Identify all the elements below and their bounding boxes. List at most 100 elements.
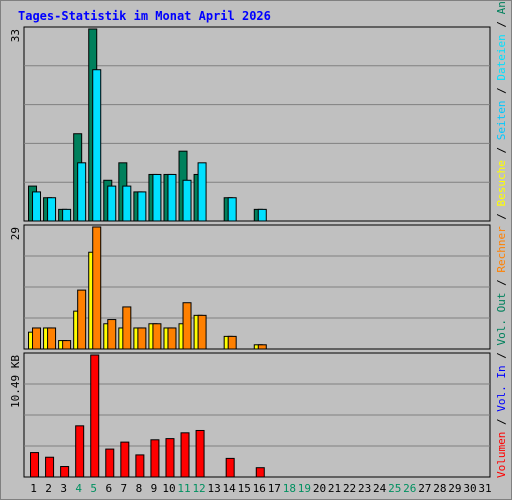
x-tick-label-day-2: 2 xyxy=(45,482,52,495)
legend-separator: / xyxy=(495,206,508,226)
bar-dateien-day-5 xyxy=(92,69,102,222)
x-tick-label-day-29: 29 xyxy=(448,482,461,495)
x-axis: 1 2 3 4 5 6 7 8 9 10 11 12 13 14 15 16 17 18 19 20 21 22 23 24 2… xyxy=(30,482,491,495)
bar-volumen-day-1 xyxy=(30,452,40,478)
bar-rechner-day-16 xyxy=(257,344,267,350)
x-tick-label-day-18: 18 xyxy=(283,482,296,495)
bar-volumen-day-4 xyxy=(75,425,85,478)
x-tick-label-day-8: 8 xyxy=(136,482,143,495)
x-tick-label-day-21: 21 xyxy=(328,482,341,495)
bar-dateien-day-10 xyxy=(167,173,177,222)
bar-rechner-day-1 xyxy=(32,327,42,350)
legend-item-volin: Vol. In xyxy=(495,365,508,411)
legend-item-besuche: Besuche xyxy=(495,160,508,206)
bar-volumen-day-8 xyxy=(135,454,145,478)
bar-rechner-day-8 xyxy=(137,327,147,350)
legend-text: Volumen / Vol. In / Vol. Out / Rechner /… xyxy=(495,0,508,478)
bar-dateien-day-3 xyxy=(62,208,72,222)
chart-panels: 33 29 10.49 KB xyxy=(9,26,491,478)
x-tick-label-day-20: 20 xyxy=(313,482,326,495)
x-tick-label-day-19: 19 xyxy=(298,482,311,495)
x-tick-label-day-4: 4 xyxy=(75,482,82,495)
bar-dateien-day-7 xyxy=(122,185,132,222)
bar-rechner-day-14 xyxy=(227,335,237,350)
bar-dateien-day-1 xyxy=(32,191,42,222)
x-tick-label-day-13: 13 xyxy=(208,482,221,495)
legend-separator: / xyxy=(495,81,508,101)
bar-dateien-day-9 xyxy=(152,173,162,222)
legend-item-rechner: Rechner xyxy=(495,226,508,273)
bar-rechner-day-6 xyxy=(107,319,117,350)
bar-volumen-day-14 xyxy=(225,457,235,478)
panel-hits: 33 xyxy=(9,26,491,222)
x-tick-label-day-28: 28 xyxy=(433,482,446,495)
bar-rechner-day-3 xyxy=(62,340,72,350)
x-tick-label-day-30: 30 xyxy=(463,482,476,495)
bar-rechner-day-9 xyxy=(152,323,162,350)
x-tick-label-day-9: 9 xyxy=(151,482,158,495)
x-tick-label-day-7: 7 xyxy=(121,482,128,495)
legend-item-volout: Vol. Out xyxy=(495,293,508,346)
x-tick-label-day-22: 22 xyxy=(343,482,356,495)
right-legend: Volumen / Vol. In / Vol. Out / Rechner /… xyxy=(495,0,508,478)
bar-volumen-day-10 xyxy=(165,438,175,478)
x-tick-label-day-1: 1 xyxy=(30,482,37,495)
x-tick-label-day-12: 12 xyxy=(192,482,205,495)
bar-volumen-day-12 xyxy=(195,429,205,478)
panel-volume: 10.49 KB xyxy=(9,352,491,478)
x-tick-label-day-23: 23 xyxy=(358,482,371,495)
chart-title: Tages-Statistik im Monat April 2026 xyxy=(18,9,271,23)
bar-rechner-day-7 xyxy=(122,306,132,350)
legend-item-dateien: Dateien xyxy=(495,34,508,80)
legend-item-anfragen: Anfragen xyxy=(495,0,508,14)
bar-volumen-day-9 xyxy=(150,439,160,478)
bar-rechner-day-4 xyxy=(77,289,87,350)
legend-separator: / xyxy=(495,14,508,34)
bar-volumen-day-2 xyxy=(45,456,55,478)
x-tick-label-day-11: 11 xyxy=(177,482,190,495)
bar-volumen-day-7 xyxy=(120,441,130,478)
x-tick-label-day-10: 10 xyxy=(162,482,175,495)
bar-dateien-day-12 xyxy=(197,162,207,222)
bar-volumen-day-5 xyxy=(90,354,100,478)
legend-item-volumen: Volumen xyxy=(495,432,508,478)
y-max-label-hits: 33 xyxy=(9,29,22,42)
x-tick-label-day-16: 16 xyxy=(253,482,266,495)
x-tick-label-day-27: 27 xyxy=(418,482,431,495)
x-tick-label-day-25: 25 xyxy=(388,482,401,495)
bar-volumen-day-11 xyxy=(180,432,190,478)
legend-separator: / xyxy=(495,412,508,432)
legend-item-seiten: Seiten xyxy=(495,100,508,140)
bar-dateien-day-16 xyxy=(257,208,267,222)
bar-dateien-day-14 xyxy=(227,197,237,222)
bar-dateien-day-6 xyxy=(107,185,117,222)
bar-volumen-day-3 xyxy=(60,466,70,478)
legend-separator: / xyxy=(495,346,508,366)
x-tick-label-day-31: 31 xyxy=(478,482,491,495)
bar-dateien-day-2 xyxy=(47,197,57,222)
bar-dateien-day-11 xyxy=(182,179,192,222)
x-tick-label-day-14: 14 xyxy=(223,482,237,495)
y-max-label-visits: 29 xyxy=(9,227,22,240)
x-tick-label-day-24: 24 xyxy=(373,482,387,495)
panel-visits: 29 xyxy=(9,224,491,350)
bar-volumen-day-16 xyxy=(255,467,265,478)
x-tick-label-day-5: 5 xyxy=(90,482,97,495)
legend-separator: / xyxy=(495,140,508,160)
bar-rechner-day-2 xyxy=(47,327,57,350)
bar-rechner-day-5 xyxy=(92,226,102,350)
plot-area-hits xyxy=(23,26,491,222)
bar-rechner-day-10 xyxy=(167,327,177,350)
bar-rechner-day-12 xyxy=(197,314,207,350)
x-tick-label-day-15: 15 xyxy=(238,482,251,495)
bar-dateien-day-4 xyxy=(77,162,87,222)
legend-separator: / xyxy=(495,273,508,293)
y-max-label-volume: 10.49 KB xyxy=(9,355,22,408)
x-tick-label-day-6: 6 xyxy=(105,482,112,495)
bar-dateien-day-8 xyxy=(137,191,147,222)
bar-volumen-day-6 xyxy=(105,448,115,478)
x-tick-label-day-3: 3 xyxy=(60,482,67,495)
x-tick-label-day-26: 26 xyxy=(403,482,416,495)
bar-rechner-day-11 xyxy=(182,302,192,350)
